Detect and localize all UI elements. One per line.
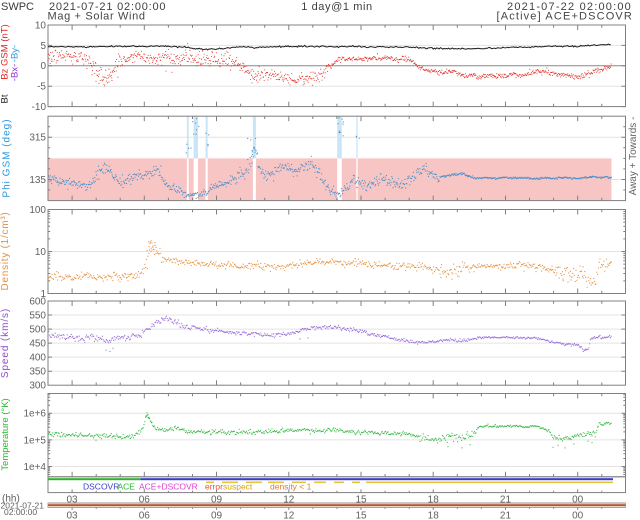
svg-text:Speed (km/s): Speed (km/s) bbox=[0, 308, 11, 378]
svg-text:1e+4: 1e+4 bbox=[23, 462, 46, 473]
svg-text:21: 21 bbox=[500, 494, 512, 505]
svg-text:135: 135 bbox=[29, 175, 46, 186]
svg-text:Phi GSM (deg): Phi GSM (deg) bbox=[2, 118, 13, 197]
svg-text:0: 0 bbox=[40, 61, 46, 72]
svg-text:600: 600 bbox=[29, 296, 46, 307]
svg-text:SWPC: SWPC bbox=[1, 1, 34, 13]
svg-text:400: 400 bbox=[29, 353, 46, 364]
svg-text:[Active] ACE+DSCOVR: [Active] ACE+DSCOVR bbox=[497, 11, 633, 23]
svg-text:1e+5: 1e+5 bbox=[23, 435, 46, 446]
svg-text:-10: -10 bbox=[32, 102, 47, 113]
svg-text:ACE+DSCOVR: ACE+DSCOVR bbox=[139, 481, 198, 491]
svg-text:-Bx-: -Bx- bbox=[10, 64, 21, 81]
svg-text:10: 10 bbox=[35, 247, 47, 258]
svg-text:-By-: -By- bbox=[10, 45, 21, 62]
svg-text:12: 12 bbox=[283, 511, 295, 520]
svg-text:450: 450 bbox=[29, 339, 46, 350]
svg-text:06: 06 bbox=[139, 511, 151, 520]
svg-text:500: 500 bbox=[29, 324, 46, 335]
svg-text:(hh): (hh) bbox=[2, 494, 20, 505]
svg-text:02:00:00: 02:00:00 bbox=[4, 507, 37, 517]
svg-text:5: 5 bbox=[40, 41, 46, 52]
svg-text:1: 1 bbox=[40, 289, 46, 300]
svg-text:2021-07-22 02:00:00: 2021-07-22 02:00:00 bbox=[507, 1, 632, 13]
svg-text:21: 21 bbox=[500, 511, 512, 520]
svg-text:12: 12 bbox=[283, 494, 295, 505]
svg-text:2021-07-21 02:00:00: 2021-07-21 02:00:00 bbox=[49, 1, 166, 13]
svg-text:Mag + Solar Wind: Mag + Solar Wind bbox=[48, 11, 146, 23]
svg-text:06: 06 bbox=[139, 494, 151, 505]
svg-text:1 day@1 min: 1 day@1 min bbox=[301, 1, 373, 13]
svg-text:09: 09 bbox=[211, 511, 223, 520]
svg-text:18: 18 bbox=[428, 494, 440, 505]
svg-text:Temperature (°K): Temperature (°K) bbox=[0, 398, 11, 470]
svg-text:DSCOVR: DSCOVR bbox=[83, 481, 119, 491]
svg-text:350: 350 bbox=[29, 367, 46, 378]
svg-text:03: 03 bbox=[67, 511, 79, 520]
svg-text:2021-07-21: 2021-07-21 bbox=[1, 500, 45, 510]
svg-text:100: 100 bbox=[29, 205, 46, 216]
svg-text:Bt: Bt bbox=[0, 94, 11, 103]
svg-text:00: 00 bbox=[572, 511, 584, 520]
svg-text:-5: -5 bbox=[37, 82, 46, 93]
svg-text:density < 1: density < 1 bbox=[270, 481, 312, 491]
svg-text:03: 03 bbox=[67, 494, 79, 505]
svg-text:error: error bbox=[205, 481, 223, 491]
svg-text:suspect: suspect bbox=[223, 481, 253, 491]
svg-text:00: 00 bbox=[572, 494, 584, 505]
svg-text:Away + Towards -: Away + Towards - bbox=[628, 117, 639, 196]
svg-text:ACE: ACE bbox=[118, 481, 136, 491]
svg-text:315: 315 bbox=[29, 133, 46, 144]
svg-text:1e+6: 1e+6 bbox=[23, 409, 46, 420]
svg-text:Density (1/cm³): Density (1/cm³) bbox=[0, 211, 11, 290]
svg-text:15: 15 bbox=[355, 494, 367, 505]
svg-text:10: 10 bbox=[35, 20, 47, 31]
svg-text:300: 300 bbox=[29, 381, 46, 392]
svg-text:550: 550 bbox=[29, 310, 46, 321]
svg-text:09: 09 bbox=[211, 494, 223, 505]
svg-text:Bz GSM (nT): Bz GSM (nT) bbox=[0, 24, 11, 79]
svg-text:15: 15 bbox=[355, 511, 367, 520]
svg-text:18: 18 bbox=[428, 511, 440, 520]
